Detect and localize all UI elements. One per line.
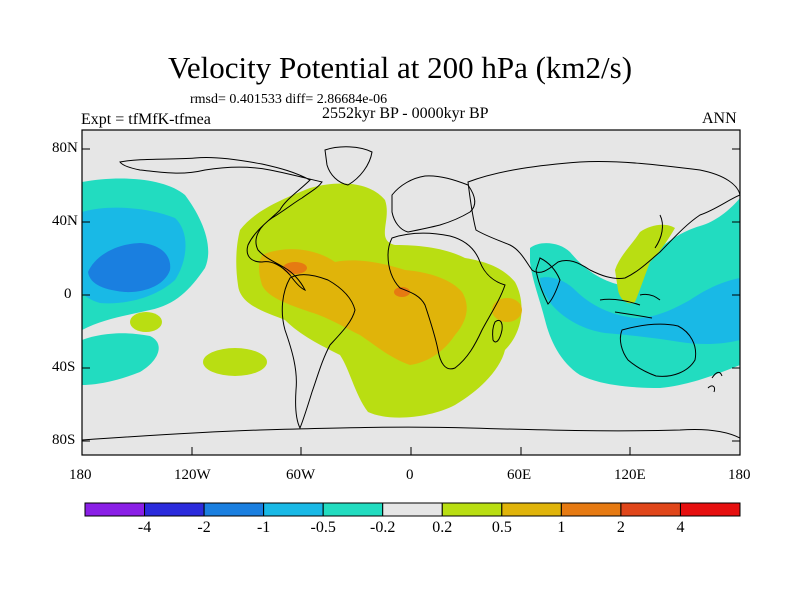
coastline-africa bbox=[387, 232, 506, 370]
contour-teal-south-pacific bbox=[82, 333, 159, 385]
contour-orange-atlantic-africa bbox=[259, 249, 467, 365]
colorbar-label: -0.2 bbox=[370, 519, 396, 536]
lat-label-80n: 80N bbox=[52, 140, 78, 156]
coastline-asia bbox=[467, 161, 740, 279]
lon-label-0: 0 bbox=[406, 467, 414, 483]
lat-tick-marks bbox=[82, 148, 740, 442]
colorbar-label: 0.2 bbox=[432, 519, 453, 536]
coastline-australia bbox=[619, 323, 697, 377]
period-label: 2552kyr BP - 0000kyr BP bbox=[322, 105, 489, 122]
coastline-india bbox=[535, 257, 561, 305]
contour-blue-east-pacific bbox=[88, 243, 171, 293]
colorbar-swatch bbox=[441, 502, 503, 517]
colorbar-label: -1 bbox=[256, 519, 271, 536]
colorbar-swatch bbox=[203, 502, 265, 517]
coastline-europe bbox=[391, 175, 476, 233]
colorbar-label: 4 bbox=[676, 519, 685, 536]
colorbar-swatch bbox=[560, 502, 622, 517]
coastlines bbox=[82, 146, 740, 441]
lat-label-40n: 40N bbox=[52, 213, 78, 229]
experiment-label: Expt = tfMfK-tfmea bbox=[81, 111, 211, 128]
coastline-japan bbox=[654, 214, 663, 249]
colorbar-label: 0.5 bbox=[491, 519, 512, 536]
colorbar-swatch bbox=[620, 502, 681, 517]
rmsd-diff-stats: rmsd= 0.401533 diff= 2.86684e-06 bbox=[190, 92, 388, 107]
lon-tick-marks bbox=[81, 447, 741, 455]
coastline-south-america bbox=[281, 274, 356, 430]
contour-yellow-south-pacific bbox=[203, 348, 267, 376]
colorbar-label: -4 bbox=[137, 519, 152, 536]
colorbar-label: -0.5 bbox=[310, 519, 336, 536]
contour-yellow-pacific-small bbox=[130, 312, 162, 332]
colorbar bbox=[84, 502, 741, 517]
contour-orange-indian-ocean bbox=[492, 298, 522, 322]
coastline-greenland bbox=[324, 146, 373, 186]
colorbar-swatch bbox=[382, 502, 443, 517]
lon-label-120w: 120W bbox=[174, 467, 211, 483]
colorbar-label: 1 bbox=[557, 519, 566, 536]
coastline-antarctica bbox=[82, 426, 740, 441]
contour-darkorange-africa bbox=[394, 287, 410, 297]
lon-label-60w: 60W bbox=[286, 467, 316, 483]
colorbar-swatch bbox=[322, 502, 384, 517]
colorbar-swatch bbox=[501, 502, 562, 517]
coastline-indonesia bbox=[599, 293, 661, 319]
colorbar-swatch bbox=[84, 502, 146, 517]
colorbar-label: 2 bbox=[616, 519, 625, 536]
coastline-north-america bbox=[119, 156, 323, 291]
colorbar-label: -2 bbox=[197, 519, 211, 536]
colorbar-swatch bbox=[679, 502, 741, 517]
contour-cyan-west-pacific bbox=[540, 277, 740, 345]
map-title: Velocity Potential at 200 hPa (km2/s) bbox=[167, 50, 633, 85]
colorbar-swatch bbox=[144, 502, 205, 517]
lon-label-60e: 60E bbox=[507, 467, 532, 483]
lon-label-180w: 180 bbox=[69, 467, 92, 483]
coastline-madagascar bbox=[492, 319, 503, 343]
coastline-new-zealand bbox=[707, 371, 723, 393]
colorbar-swatch bbox=[263, 502, 324, 517]
lat-label-0: 0 bbox=[64, 286, 72, 302]
lon-label-120e: 120E bbox=[614, 467, 646, 483]
lat-label-40s: 40S bbox=[52, 359, 76, 375]
lat-label-80s: 80S bbox=[52, 432, 76, 448]
lon-label-180e: 180 bbox=[728, 467, 751, 483]
contour-darkorange-caribbean bbox=[283, 262, 307, 274]
season-label: ANN bbox=[702, 110, 737, 127]
